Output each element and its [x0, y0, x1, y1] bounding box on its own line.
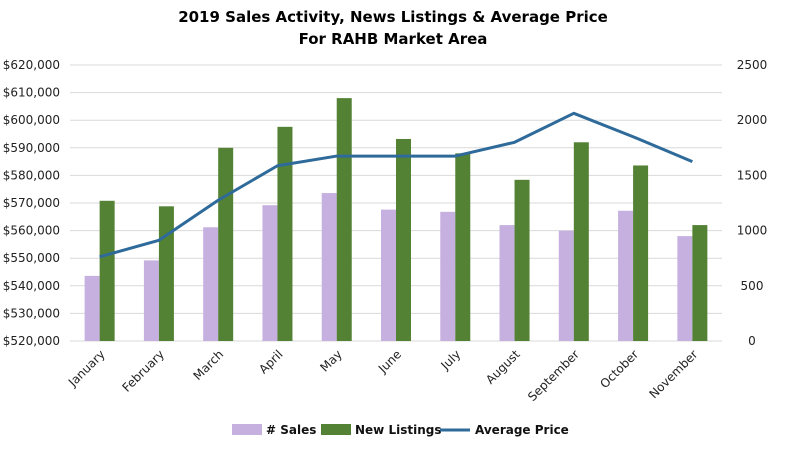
right-axis: 0 500 1000 1500 2000 2500	[737, 58, 768, 348]
x-axis: January February March April May June July Augu…	[65, 347, 701, 404]
legend-label-new-listings: New Listings	[355, 423, 441, 437]
new-listings-bar	[455, 153, 471, 341]
new-listings-bar	[99, 200, 115, 341]
new-listings-bar	[633, 165, 649, 341]
new-listings-bar	[692, 225, 708, 341]
sales-bar	[558, 230, 574, 341]
chart-subtitle: For RAHB Market Area	[299, 30, 488, 48]
left-tick-label: $590,000	[3, 141, 60, 155]
legend: # Sales New Listings Average Price	[232, 423, 569, 437]
left-tick-label: $570,000	[3, 196, 60, 210]
right-tick-label: 2500	[737, 58, 768, 72]
right-tick-label: 1000	[737, 224, 768, 238]
left-tick-label: $610,000	[3, 86, 60, 100]
sales-bar	[618, 210, 634, 341]
sales-bar	[381, 209, 396, 341]
x-tick-label: June	[375, 347, 404, 376]
new-listings-bar	[218, 147, 234, 341]
sales-bar	[143, 260, 159, 341]
x-tick-label: October	[597, 347, 641, 391]
sales-bar	[321, 193, 337, 341]
left-tick-label: $540,000	[3, 279, 60, 293]
left-tick-label: $620,000	[3, 58, 60, 72]
x-tick-label: February	[120, 347, 168, 395]
new-listings-bar	[336, 98, 352, 342]
left-tick-label: $560,000	[3, 224, 60, 238]
sales-bar	[440, 211, 456, 341]
new-listings-bar	[158, 206, 174, 341]
left-tick-label: $530,000	[3, 306, 60, 320]
average-price-line	[99, 111, 693, 259]
right-tick-label: 0	[748, 334, 756, 348]
legend-swatch-sales	[232, 424, 262, 435]
x-tick-label: April	[256, 347, 285, 376]
right-tick-label: 500	[741, 279, 764, 293]
x-tick-label: July	[438, 347, 464, 373]
right-tick-label: 2000	[737, 113, 768, 127]
left-axis: $520,000 $530,000 $540,000 $550,000 $560,000…	[3, 58, 60, 348]
x-tick-label: September	[525, 347, 582, 404]
price-line	[99, 111, 693, 259]
x-tick-label: August	[483, 347, 523, 387]
x-tick-label: March	[191, 347, 227, 383]
left-tick-label: $600,000	[3, 113, 60, 127]
left-tick-label: $520,000	[3, 334, 60, 348]
x-tick-label: January	[65, 347, 108, 390]
left-tick-label: $580,000	[3, 168, 60, 182]
new-listings-bar	[514, 179, 530, 341]
bars	[84, 98, 708, 342]
new-listings-bar	[573, 142, 589, 341]
sales-bar	[203, 227, 219, 341]
new-listings-bar	[396, 138, 411, 341]
x-tick-label: May	[317, 347, 344, 374]
right-tick-label: 1500	[737, 168, 768, 182]
sales-bar	[677, 236, 693, 341]
new-listings-bar	[277, 126, 293, 341]
legend-label-average-price: Average Price	[475, 423, 569, 437]
legend-label-sales: # Sales	[266, 423, 316, 437]
sales-bar	[262, 205, 278, 341]
x-tick-label: November	[646, 347, 700, 401]
sales-bar	[84, 275, 100, 341]
chart-title: 2019 Sales Activity, News Listings & Ave…	[178, 8, 608, 26]
legend-swatch-new-listings	[321, 424, 351, 435]
sales-bar	[499, 225, 515, 341]
left-tick-label: $550,000	[3, 251, 60, 265]
